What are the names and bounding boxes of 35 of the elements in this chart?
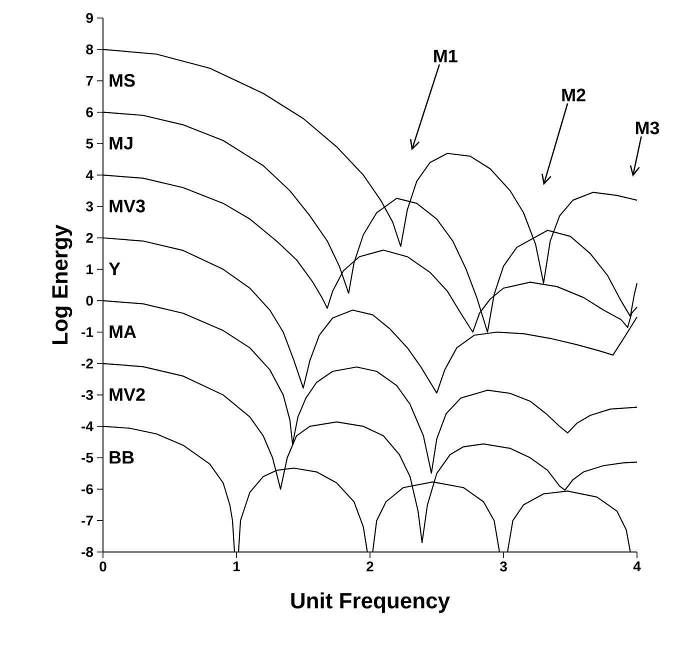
annotation: M1 bbox=[434, 50, 458, 62]
y-tick-label: -6 bbox=[82, 484, 93, 494]
series-label: MJ bbox=[110, 136, 132, 150]
y-tick-label: -1 bbox=[82, 327, 94, 337]
annotation: M2 bbox=[562, 88, 586, 102]
y-tick-label: -3 bbox=[82, 390, 93, 400]
y-tick-label: -4 bbox=[82, 422, 94, 432]
y-tick-label: 0 bbox=[86, 296, 93, 306]
series-label: Y bbox=[108, 262, 120, 276]
x-tick-label: 0 bbox=[100, 562, 106, 572]
y-tick-label: -5 bbox=[82, 452, 94, 463]
y-tick-label: 9 bbox=[86, 13, 93, 23]
y-tick-label: 4 bbox=[86, 170, 94, 180]
y-tick-label: 2 bbox=[86, 232, 93, 243]
annotation: M3 bbox=[636, 122, 660, 134]
x-tick-label: 4 bbox=[633, 562, 641, 572]
x-tick-label: 1 bbox=[233, 562, 240, 572]
y-axis-title: Log Energy bbox=[52, 224, 72, 344]
series-label: MV2 bbox=[110, 388, 145, 401]
series-label: MS bbox=[110, 74, 135, 87]
y-tick-label: -7 bbox=[82, 516, 93, 526]
y-tick-label: -2 bbox=[82, 358, 93, 368]
y-tick-label: 1 bbox=[86, 264, 94, 274]
series-label: MV3 bbox=[110, 200, 145, 212]
series-label: MA bbox=[110, 326, 136, 338]
y-tick-label: 8 bbox=[86, 44, 94, 54]
y-tick-label: 5 bbox=[86, 138, 94, 149]
series-label: BB bbox=[110, 451, 134, 464]
y-tick-label: -8 bbox=[82, 547, 94, 557]
x-axis-title: Unit Frequency bbox=[291, 592, 450, 613]
x-tick-label: 2 bbox=[366, 562, 374, 572]
y-tick-label: 6 bbox=[86, 107, 93, 118]
x-tick-label: 3 bbox=[500, 562, 507, 572]
y-tick-label: 7 bbox=[86, 76, 93, 86]
y-tick-label: 3 bbox=[86, 201, 93, 212]
